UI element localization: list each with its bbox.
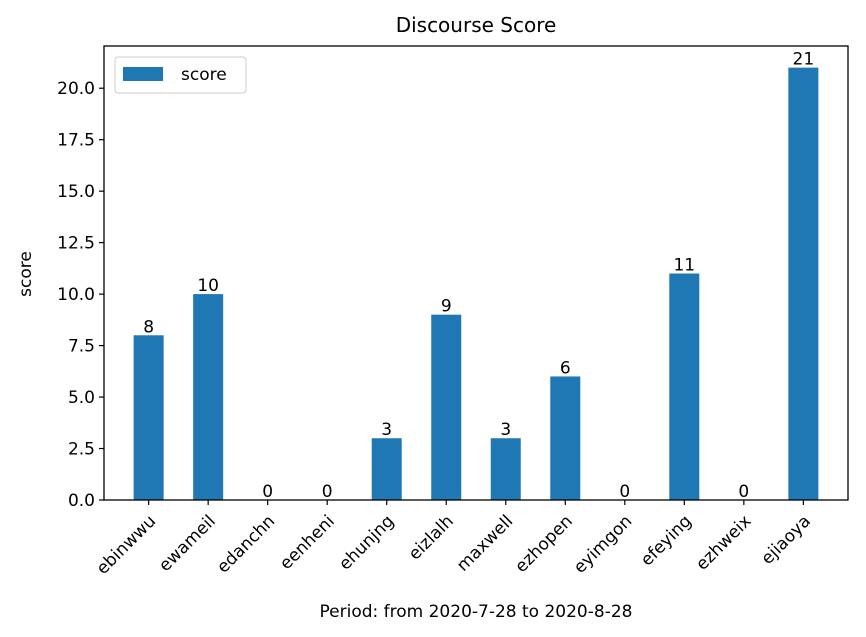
- data-label-eizlalh: 9: [441, 297, 452, 317]
- legend-swatch: [123, 67, 163, 81]
- bar-ebinwwu: [133, 335, 164, 500]
- y-tick-label: 7.5: [68, 337, 95, 357]
- y-axis: 0.0 2.5 5.0 7.5 10.0 12.5 15.0 17.5 20.0: [57, 79, 104, 511]
- bar-ehunjng: [371, 438, 402, 500]
- legend: score: [114, 56, 247, 94]
- y-tick-label: 0.0: [68, 491, 95, 511]
- y-tick-label: 10.0: [57, 285, 95, 305]
- x-tick-label-edanchn: edanchn: [213, 511, 279, 577]
- data-labels-layer: 8 10 0 0 3 9 3 6 0 11 0 21: [143, 50, 814, 502]
- bar-eizlalh: [431, 314, 462, 500]
- x-tick-label-eenheni: eenheni: [276, 511, 339, 574]
- data-label-eenheni: 0: [322, 482, 333, 502]
- y-tick-label: 5.0: [68, 388, 95, 408]
- y-tick-label: 17.5: [57, 131, 95, 151]
- bar-efeying: [669, 273, 700, 500]
- y-tick-label: 2.5: [68, 440, 95, 460]
- data-label-maxwell: 3: [500, 420, 511, 440]
- data-label-efeying: 11: [673, 256, 695, 276]
- x-tick-label-ehunjng: ehunjng: [335, 511, 398, 574]
- bar-maxwell: [490, 438, 521, 500]
- bar-ezhopen: [550, 376, 581, 500]
- bar-ejiaoya: [788, 67, 819, 501]
- x-tick-label-ezhweix: ezhweix: [692, 511, 755, 574]
- bars-layer: [133, 67, 819, 501]
- x-tick-label-maxwell: maxwell: [453, 511, 517, 575]
- data-label-ebinwwu: 8: [143, 317, 154, 337]
- x-axis-label: Period: from 2020-7-28 to 2020-8-28: [320, 602, 633, 622]
- x-tick-label-eyimgon: eyimgon: [570, 511, 636, 577]
- chart-title: Discourse Score: [396, 13, 557, 37]
- x-tick-label-ejiaoya: ejiaoya: [757, 511, 814, 568]
- x-tick-label-efeying: efeying: [637, 511, 696, 570]
- x-tick-label-ezhopen: ezhopen: [511, 511, 576, 576]
- bar-ewameil: [193, 294, 224, 500]
- y-tick-label: 12.5: [57, 234, 95, 254]
- y-tick-label: 20.0: [57, 79, 95, 99]
- y-tick-label: 15.0: [57, 182, 95, 202]
- data-label-ezhopen: 6: [560, 358, 571, 378]
- x-tick-label-ewameil: ewameil: [155, 511, 220, 576]
- data-label-ezhweix: 0: [738, 482, 749, 502]
- data-label-ehunjng: 3: [381, 420, 392, 440]
- data-label-eyimgon: 0: [619, 482, 630, 502]
- data-label-ejiaoya: 21: [793, 50, 815, 70]
- data-label-ewameil: 10: [197, 276, 219, 296]
- data-label-edanchn: 0: [262, 482, 273, 502]
- plot-frame: [103, 45, 849, 501]
- legend-label: score: [181, 65, 227, 85]
- y-axis-label: score: [16, 251, 36, 297]
- x-tick-label-ebinwwu: ebinwwu: [93, 511, 160, 578]
- x-tick-label-eizlalh: eizlalh: [405, 511, 458, 564]
- legend-box: [114, 56, 247, 94]
